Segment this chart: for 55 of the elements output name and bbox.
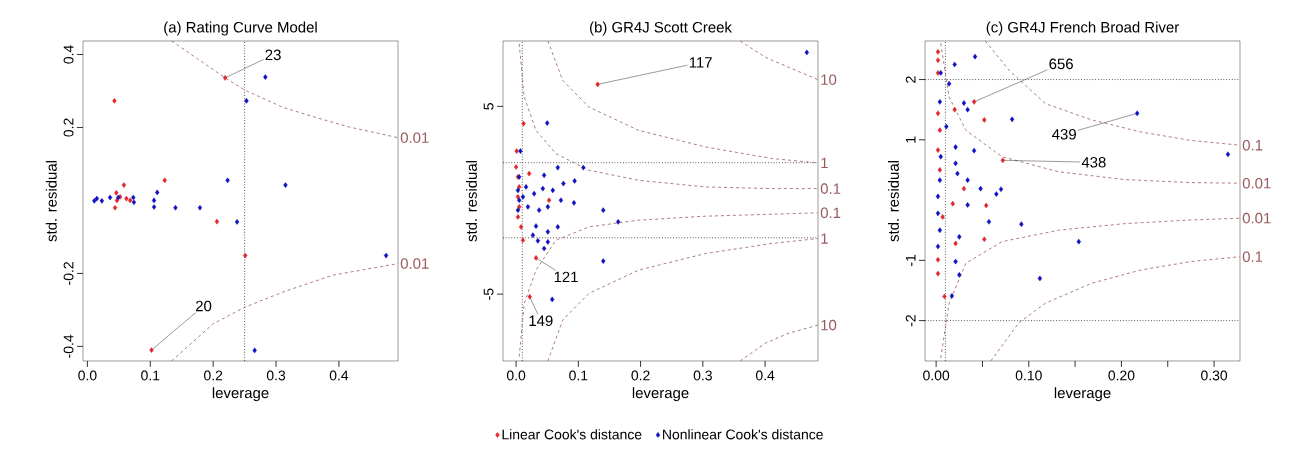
x-tick-label: 0.10 <box>1015 370 1042 381</box>
series-label: 1 <box>821 233 828 244</box>
y-tick-label: -0.4 <box>63 334 74 358</box>
annotation: 438 <box>1081 157 1106 168</box>
x-tick-label: 0.3 <box>693 370 712 381</box>
series-label: 0.01 <box>1242 212 1271 224</box>
x-tick-label: 0.4 <box>329 370 349 381</box>
x-axis-title: leverage <box>1054 387 1111 402</box>
chart-title: (c) GR4J French Broad River <box>986 21 1179 36</box>
annotation: 20 <box>195 300 212 312</box>
x-tick-label: 0.1 <box>569 370 588 381</box>
x-tick-label: 0.3 <box>266 370 286 381</box>
series-label: 0.01 <box>1242 177 1271 189</box>
chart-title: (b) GR4J Scott Creek <box>590 21 732 36</box>
x-tick-label: 0.2 <box>204 370 223 381</box>
y-axis-title: std. residual <box>887 161 899 242</box>
y-tick-label: -1 <box>905 254 916 266</box>
y-axis-title: std. residual <box>465 161 477 242</box>
y-tick-label: 5 <box>483 103 494 110</box>
series-label: 0.1 <box>820 183 841 194</box>
x-tick-label: 0.30 <box>1201 370 1228 381</box>
series-label: 0.1 <box>820 207 841 219</box>
annotation: 121 <box>554 271 578 283</box>
x-tick-label: 0.2 <box>631 370 650 381</box>
annotation: 117 <box>689 57 712 68</box>
y-tick-label: 2 <box>905 76 916 83</box>
x-tick-label: 0.00 <box>923 370 950 381</box>
annotation: 23 <box>265 49 281 61</box>
y-tick-label: -2 <box>905 315 916 327</box>
y-tick-label: -0.2 <box>63 262 74 285</box>
x-axis-title: leverage <box>212 387 269 402</box>
x-tick-label: 0.4 <box>755 370 775 381</box>
y-tick-label: -5 <box>483 288 494 300</box>
x-tick-label: 0.20 <box>1108 370 1135 381</box>
x-tick-label: 0.0 <box>506 370 526 381</box>
legend-label: Nonlinear Cook's distance <box>663 429 823 440</box>
annotation: 656 <box>1049 58 1073 70</box>
annotation: 149 <box>529 315 553 327</box>
y-tick-label: 1 <box>905 136 916 143</box>
y-axis-title: std. residual <box>45 161 57 242</box>
y-tick-label: 0.4 <box>63 45 74 64</box>
series-label: 0.01 <box>400 258 429 269</box>
series-label: 0.1 <box>1242 139 1263 151</box>
x-tick-label: 0.0 <box>78 370 97 381</box>
x-axis-title: leverage <box>632 387 689 402</box>
series-label: 0.1 <box>1242 251 1263 263</box>
series-label: 10 <box>821 319 837 331</box>
x-tick-label: 0.1 <box>141 370 160 381</box>
series-label: 0.01 <box>400 132 429 143</box>
chart-title: (a) Rating Curve Model <box>164 21 317 36</box>
y-tick-label: 0.2 <box>63 118 74 137</box>
series-label: 10 <box>821 74 837 85</box>
series-label: 1 <box>821 157 828 169</box>
annotation: 439 <box>1052 129 1076 140</box>
legend-label: Linear Cook's distance <box>502 429 642 440</box>
